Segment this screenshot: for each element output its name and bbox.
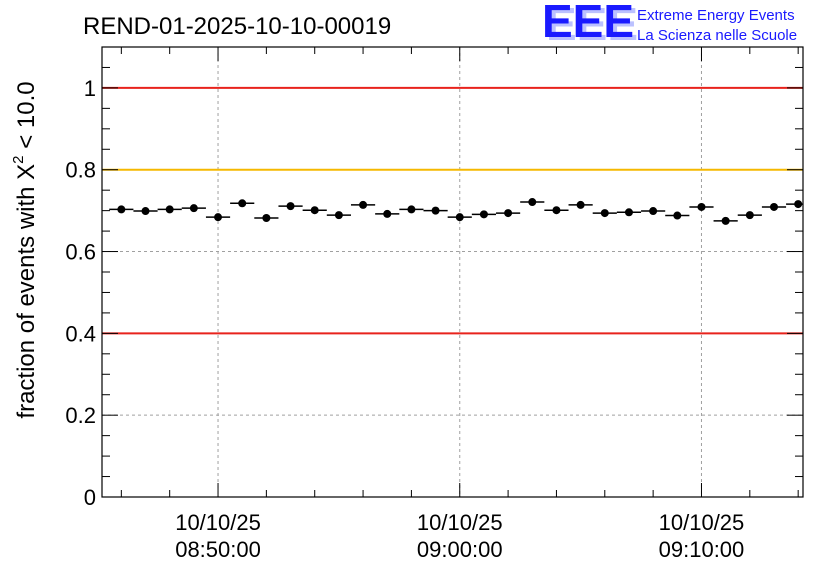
data-point xyxy=(689,202,714,211)
x-tick-label-date: 10/10/25 xyxy=(175,510,261,535)
data-point-marker xyxy=(697,202,706,211)
data-point xyxy=(520,198,545,207)
axes xyxy=(101,46,804,498)
data-point-marker xyxy=(528,198,537,207)
data-point-marker xyxy=(141,207,150,216)
data-point xyxy=(447,213,472,222)
data-point-marker xyxy=(504,209,513,218)
data-point-marker xyxy=(359,200,368,209)
data-point xyxy=(713,216,738,225)
data-point-marker xyxy=(407,205,416,214)
logo-letters-shadow: EEE xyxy=(546,0,638,50)
data-point xyxy=(616,208,642,217)
data-point xyxy=(423,206,448,215)
y-tick-label: 0.8 xyxy=(65,158,96,183)
data-point-marker xyxy=(624,208,633,217)
plot-frame xyxy=(101,46,804,498)
data-point-marker xyxy=(310,206,319,215)
y-axis-label-symbol: X xyxy=(13,164,40,180)
data-point-marker xyxy=(189,204,198,213)
eee-logo: EEE EEE Extreme Energy Events La Scienza… xyxy=(542,0,797,50)
data-point-marker xyxy=(165,205,174,214)
data-points xyxy=(109,198,803,225)
x-tick-label-time: 09:00:00 xyxy=(417,537,503,562)
data-point-marker xyxy=(117,205,126,214)
y-tick-label: 1 xyxy=(84,76,96,101)
x-tick-label-time: 08:50:00 xyxy=(175,537,261,562)
data-point xyxy=(786,200,803,209)
data-point xyxy=(641,207,666,216)
data-point-marker xyxy=(769,202,778,211)
data-point xyxy=(544,206,569,215)
data-point-marker xyxy=(552,206,561,215)
data-point xyxy=(205,213,231,222)
logo-line1: Extreme Energy Events xyxy=(637,7,795,24)
reference-lines xyxy=(102,86,803,335)
data-point-marker xyxy=(649,207,658,216)
data-point-marker xyxy=(431,206,440,215)
data-point-marker xyxy=(745,211,754,220)
data-point xyxy=(737,211,762,220)
chart-title: REND-01-2025-10-10-00019 xyxy=(83,13,391,40)
data-point xyxy=(133,207,158,216)
data-point-marker xyxy=(673,211,682,220)
data-point-marker xyxy=(238,199,247,208)
data-point xyxy=(302,206,327,215)
data-point xyxy=(761,202,787,211)
data-point xyxy=(278,202,303,211)
logo-letters: EEE xyxy=(542,0,634,47)
x-tick-label-date: 10/10/25 xyxy=(417,510,503,535)
y-tick-label: 0 xyxy=(84,485,96,510)
data-point-marker xyxy=(286,202,295,211)
data-point xyxy=(350,200,376,209)
data-point-marker xyxy=(479,210,488,219)
x-tick-label-time: 09:10:00 xyxy=(659,537,745,562)
x-ticks: 10/10/2508:50:0010/10/2509:00:0010/10/25… xyxy=(120,47,799,562)
data-point xyxy=(568,200,593,209)
data-point xyxy=(326,211,351,220)
data-point xyxy=(592,209,617,218)
data-point xyxy=(665,211,690,220)
data-point-marker xyxy=(214,213,223,222)
data-point-marker xyxy=(600,209,609,218)
data-point-marker xyxy=(262,214,271,222)
y-ticks: 0 0.2 0.4 0.6 0.8 1 xyxy=(65,66,803,510)
y-axis-label: fraction of events with X2 < 10.0 xyxy=(10,81,40,418)
y-tick-label: 0.4 xyxy=(65,321,96,346)
data-point-marker xyxy=(334,211,343,220)
y-tick-label: 0.2 xyxy=(65,403,96,428)
data-point-marker xyxy=(721,216,730,225)
y-axis-label-suffix: < 10.0 xyxy=(13,81,40,155)
x-tick-label-date: 10/10/25 xyxy=(659,510,745,535)
y-axis-label-superscript: 2 xyxy=(10,155,27,163)
data-point-marker xyxy=(576,200,585,209)
data-point xyxy=(254,214,279,222)
data-point xyxy=(181,204,206,213)
data-point-marker xyxy=(794,200,803,209)
data-point-marker xyxy=(455,213,464,222)
data-point-marker xyxy=(383,209,392,218)
y-tick-label: 0.6 xyxy=(65,240,96,265)
grid xyxy=(102,47,803,497)
y-axis-label-prefix: fraction of events with xyxy=(13,180,40,419)
data-point xyxy=(496,209,521,218)
data-point xyxy=(157,205,182,214)
data-point xyxy=(471,210,497,219)
data-point xyxy=(109,205,134,214)
data-point xyxy=(375,209,400,218)
data-point xyxy=(230,199,255,208)
logo-line2: La Scienza nelle Scuole xyxy=(637,27,797,44)
data-point xyxy=(399,205,424,214)
